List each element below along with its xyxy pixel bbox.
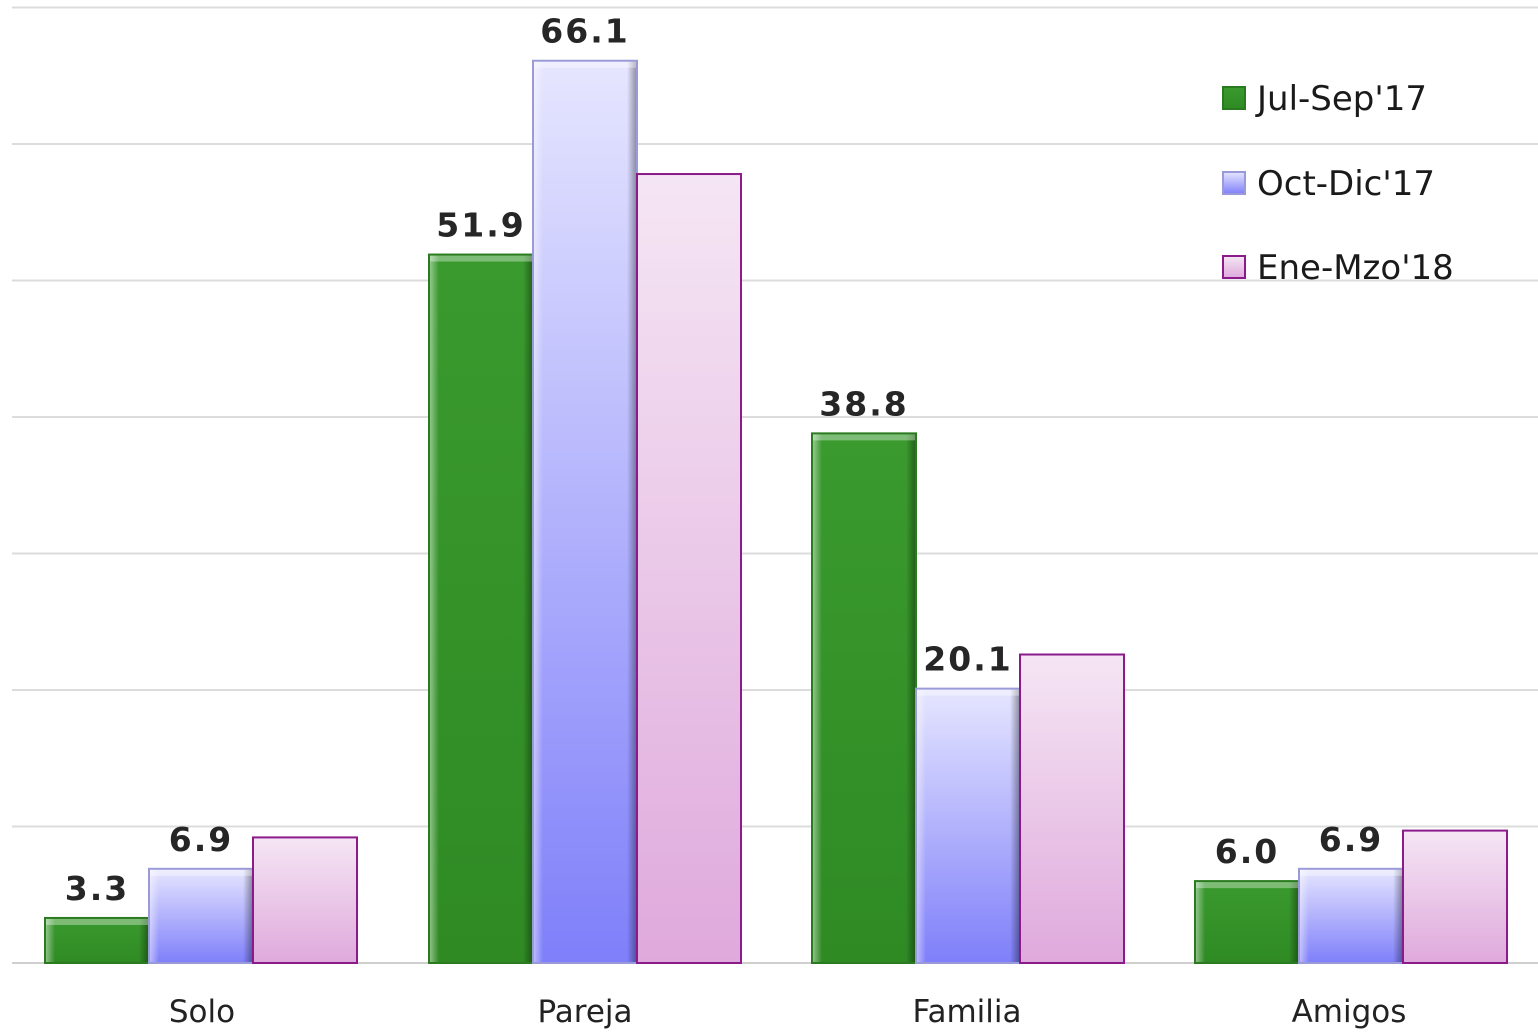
bar-amigos-series-1: [1194, 880, 1300, 964]
data-label-amigos-series-2: 6.9: [1319, 820, 1383, 859]
data-labels: 3.3 51.9 38.8 6.0 6.9 66.1 20.1 6.9: [65, 12, 1383, 908]
bar-bevel-top: [150, 869, 252, 876]
bar-bevel-right: [1393, 869, 1402, 962]
bar-bevel-right: [627, 61, 636, 963]
bar-fill: [252, 836, 358, 964]
bar-bevel-top: [430, 255, 532, 262]
legend-swatch: [1222, 86, 1246, 110]
bar-familia-series-3: [1019, 653, 1125, 964]
bar-bevel-left: [46, 918, 55, 962]
bar-bevel-right: [139, 918, 148, 962]
bar-pareja-series-3: [636, 173, 742, 964]
bar-bevel-left: [917, 689, 926, 962]
bar-fill: [1402, 829, 1508, 964]
legend-label: Ene-Mzo'18: [1257, 248, 1454, 288]
bar-bevel-left: [430, 255, 439, 962]
data-label-amigos-series-1: 6.0: [1215, 832, 1279, 871]
legend-item-series-1: Jul-Sep'17: [1222, 79, 1427, 119]
legend-swatch: [1222, 171, 1246, 195]
category-label-pareja: Pareja: [537, 994, 632, 1030]
category-label-amigos: Amigos: [1292, 994, 1407, 1030]
legend-label: Oct-Dic'17: [1257, 164, 1435, 204]
bar-fill: [1194, 880, 1300, 964]
bar-bevel-top: [813, 434, 915, 441]
gridlines: [12, 6, 1538, 964]
bar-bevel-top: [534, 61, 636, 68]
bar-bevel-right: [1010, 689, 1019, 962]
category-label-familia: Familia: [912, 994, 1021, 1030]
bar-fill: [1019, 653, 1125, 964]
legend: Jul-Sep'17 Oct-Dic'17 Ene-Mzo'18: [1222, 79, 1454, 288]
category-axis: Solo Pareja Familia Amigos: [169, 994, 1407, 1030]
bar-bevel-left: [1196, 882, 1205, 962]
bar-bevel-right: [906, 434, 915, 962]
legend-label: Jul-Sep'17: [1255, 79, 1427, 119]
data-label-solo-series-1: 3.3: [65, 869, 129, 908]
bar-fill: [428, 253, 534, 964]
bar-familia-series-2: [915, 687, 1021, 964]
data-label-familia-series-1: 38.8: [819, 384, 908, 423]
bar-bevel-left: [150, 869, 159, 962]
bar-bevel-top: [917, 689, 1019, 696]
bar-familia-series-1: [811, 432, 917, 964]
data-label-pareja-series-1: 51.9: [436, 206, 525, 245]
bar-bevel-right: [243, 869, 252, 962]
data-label-familia-series-2: 20.1: [923, 640, 1012, 679]
bar-bevel-left: [813, 434, 822, 962]
bar-fill: [1298, 867, 1404, 964]
bar-solo-series-1: [44, 916, 150, 965]
bar-amigos-series-2: [1298, 867, 1404, 964]
bar-solo-series-2: [148, 867, 254, 964]
data-label-solo-series-2: 6.9: [169, 820, 233, 859]
bars: [44, 59, 1508, 965]
bar-bevel-left: [534, 61, 543, 963]
bar-pareja-series-1: [428, 253, 534, 964]
legend-item-series-3: Ene-Mzo'18: [1222, 248, 1454, 288]
bar-bevel-right: [1289, 882, 1298, 962]
bar-fill: [532, 59, 638, 965]
bar-bevel-top: [1300, 869, 1402, 876]
bar-fill: [811, 432, 917, 964]
category-label-solo: Solo: [169, 994, 235, 1030]
bar-bevel-left: [1300, 869, 1309, 962]
bar-pareja-series-2: [532, 59, 638, 965]
bar-bevel-right: [523, 255, 532, 962]
bar-bevel-top: [46, 918, 148, 925]
bar-amigos-series-3: [1402, 829, 1508, 964]
bar-bevel-top: [1196, 882, 1298, 889]
data-label-pareja-series-2: 66.1: [540, 12, 629, 51]
bar-solo-series-3: [252, 836, 358, 964]
legend-swatch: [1222, 255, 1246, 279]
bar-fill: [148, 867, 254, 964]
bar-fill: [636, 173, 742, 964]
bar-fill: [44, 916, 150, 965]
legend-item-series-2: Oct-Dic'17: [1222, 164, 1435, 204]
bar-fill: [915, 687, 1021, 964]
